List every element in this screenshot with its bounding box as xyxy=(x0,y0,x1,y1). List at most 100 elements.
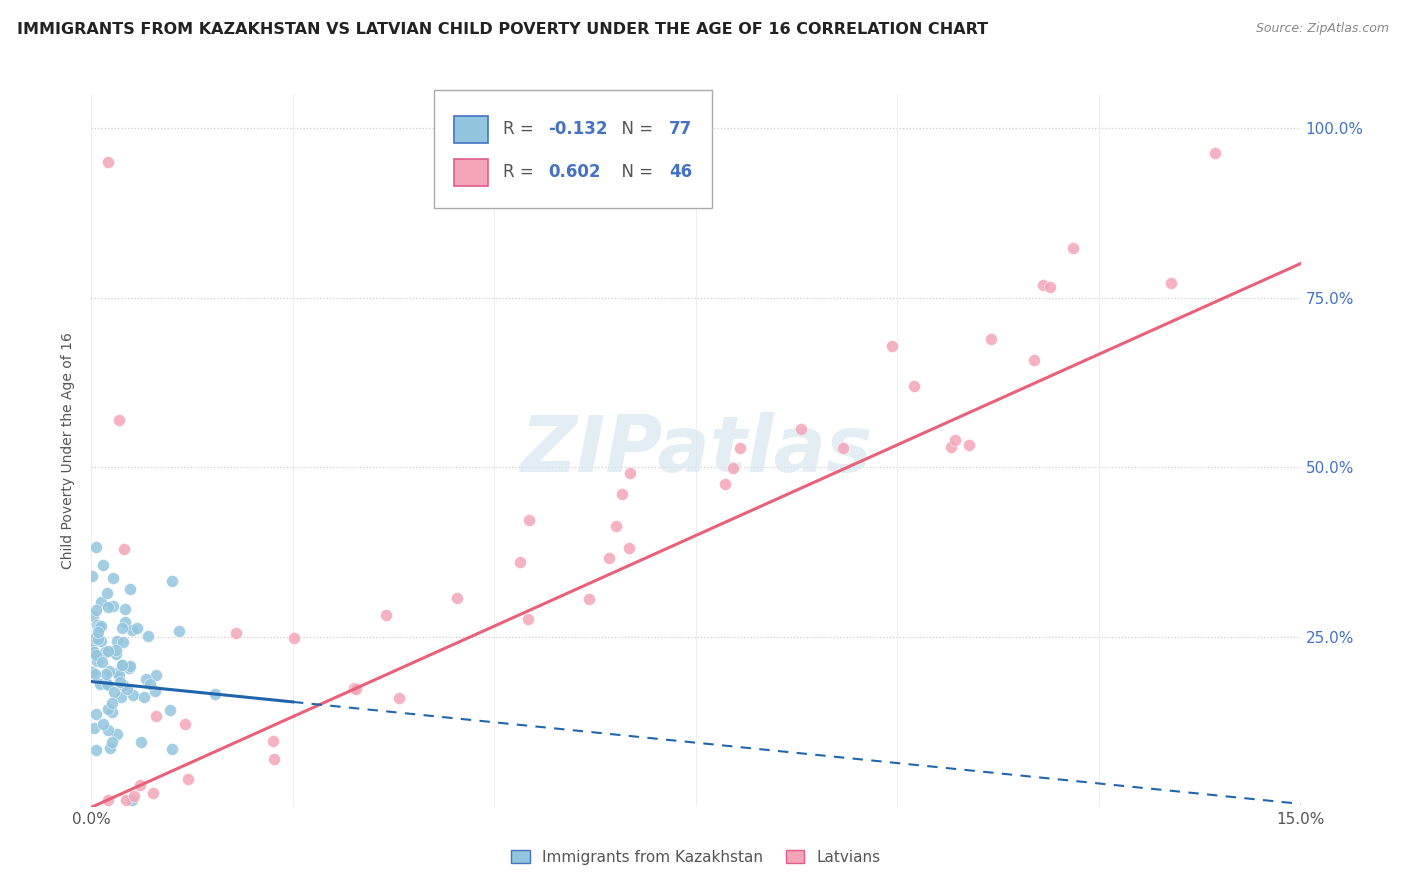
Point xyxy=(82,569,104,583)
Point xyxy=(105,634,128,648)
Point xyxy=(790,422,813,436)
Point xyxy=(86,632,108,646)
Point xyxy=(728,441,751,455)
Point xyxy=(114,615,136,629)
Point xyxy=(610,487,633,501)
Point xyxy=(1062,241,1084,255)
Point xyxy=(90,619,112,633)
Point xyxy=(89,677,111,691)
Point xyxy=(173,716,195,731)
Point xyxy=(159,703,181,717)
Point xyxy=(145,668,167,682)
FancyBboxPatch shape xyxy=(454,116,488,143)
Point xyxy=(84,743,107,757)
Point xyxy=(121,688,143,702)
Point xyxy=(86,540,108,554)
Point xyxy=(344,681,367,696)
Point xyxy=(91,717,114,731)
Point xyxy=(177,772,200,786)
Point xyxy=(388,691,411,706)
Point xyxy=(97,723,120,737)
Text: R =: R = xyxy=(502,163,538,181)
Point xyxy=(90,655,112,669)
FancyBboxPatch shape xyxy=(454,159,488,186)
Point xyxy=(121,793,143,807)
Point xyxy=(87,624,110,639)
Point xyxy=(959,438,981,452)
Point xyxy=(204,687,226,701)
Point xyxy=(103,684,125,698)
Point xyxy=(943,434,966,448)
Point xyxy=(114,602,136,616)
Point xyxy=(96,586,118,600)
Point xyxy=(111,657,134,672)
Point xyxy=(115,681,138,696)
Point xyxy=(97,678,120,692)
Point xyxy=(100,705,122,719)
Point xyxy=(578,592,600,607)
Text: Source: ZipAtlas.com: Source: ZipAtlas.com xyxy=(1256,22,1389,36)
Text: IMMIGRANTS FROM KAZAKHSTAN VS LATVIAN CHILD POVERTY UNDER THE AGE OF 16 CORRELAT: IMMIGRANTS FROM KAZAKHSTAN VS LATVIAN CH… xyxy=(17,22,988,37)
Point xyxy=(941,440,963,454)
Point xyxy=(82,609,104,624)
Point xyxy=(129,735,152,749)
Point xyxy=(105,665,128,680)
Point xyxy=(84,648,107,663)
Point xyxy=(167,624,190,638)
Point xyxy=(134,690,156,704)
Point xyxy=(112,541,135,556)
Point xyxy=(111,635,134,649)
Point xyxy=(263,751,285,765)
Point xyxy=(903,379,925,393)
Point xyxy=(111,658,134,673)
Point xyxy=(160,574,183,589)
Point xyxy=(1160,276,1182,290)
Point xyxy=(101,734,124,748)
Point xyxy=(105,727,128,741)
Point xyxy=(225,625,247,640)
Point xyxy=(619,541,641,555)
Point xyxy=(105,647,128,661)
Point xyxy=(125,621,148,635)
Point xyxy=(98,740,121,755)
Point xyxy=(83,721,105,735)
Point xyxy=(120,659,142,673)
Point xyxy=(108,413,131,427)
Text: 77: 77 xyxy=(669,120,693,138)
Text: ZIPatlas: ZIPatlas xyxy=(520,412,872,489)
Point xyxy=(87,620,110,634)
Point xyxy=(713,476,735,491)
Point xyxy=(143,683,166,698)
Point xyxy=(100,696,122,710)
Point xyxy=(90,634,112,648)
Text: 46: 46 xyxy=(669,163,693,181)
Point xyxy=(446,591,468,605)
Point xyxy=(122,789,145,804)
Text: N =: N = xyxy=(612,163,658,181)
Point xyxy=(82,665,104,680)
Point xyxy=(1039,280,1062,294)
Point xyxy=(605,518,627,533)
Point xyxy=(517,513,540,527)
Point xyxy=(96,667,118,681)
Point xyxy=(262,734,284,748)
Point xyxy=(86,654,108,668)
Text: -0.132: -0.132 xyxy=(548,120,607,138)
Point xyxy=(160,741,183,756)
Point xyxy=(84,603,107,617)
Point xyxy=(517,612,540,626)
Point xyxy=(118,660,141,674)
Point xyxy=(1022,352,1045,367)
Point xyxy=(112,678,135,692)
Legend: Immigrants from Kazakhstan, Latvians: Immigrants from Kazakhstan, Latvians xyxy=(505,844,887,871)
Point xyxy=(103,599,125,613)
Point xyxy=(343,681,366,695)
Point xyxy=(110,690,132,704)
Point xyxy=(120,582,142,596)
Point xyxy=(598,551,620,566)
Point xyxy=(509,555,531,569)
Point xyxy=(107,667,129,681)
Point xyxy=(91,558,114,572)
Point xyxy=(1204,145,1226,160)
Point xyxy=(145,708,167,723)
